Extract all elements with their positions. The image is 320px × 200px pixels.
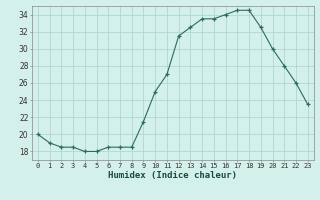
X-axis label: Humidex (Indice chaleur): Humidex (Indice chaleur): [108, 171, 237, 180]
